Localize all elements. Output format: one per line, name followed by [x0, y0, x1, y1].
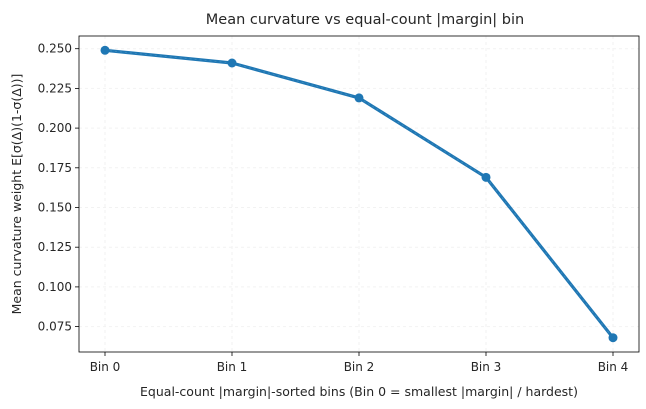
y-axis-label: Mean curvature weight E[σ(Δ)(1-σ(Δ))] — [9, 74, 24, 315]
data-point — [481, 172, 491, 182]
y-tick-label: 0.250 — [38, 42, 72, 56]
y-tick-label: 0.200 — [38, 121, 72, 135]
data-point — [227, 58, 237, 68]
y-axis: 0.075 0.100 0.125 0.150 0.175 0.200 0.225 0.250 — [38, 42, 79, 334]
x-tick-label: Bin 2 — [344, 360, 375, 374]
data-point — [100, 45, 110, 55]
y-tick-label: 0.075 — [38, 320, 72, 334]
data-point — [354, 93, 364, 103]
y-tick-label: 0.150 — [38, 200, 72, 214]
x-axis-label: Equal-count |margin|-sorted bins (Bin 0 … — [140, 384, 578, 399]
series-line-highlight — [104, 49, 614, 338]
y-tick-label: 0.175 — [38, 161, 72, 175]
y-tick-label: 0.125 — [38, 240, 72, 254]
chart-title: Mean curvature vs equal-count |margin| b… — [206, 12, 524, 28]
x-tick-label: Bin 0 — [90, 360, 121, 374]
data-point — [608, 333, 618, 343]
x-tick-label: Bin 3 — [471, 360, 502, 374]
grid — [79, 36, 639, 352]
y-tick-label: 0.100 — [38, 280, 72, 294]
x-tick-label: Bin 1 — [217, 360, 248, 374]
series-group — [100, 45, 618, 343]
x-tick-label: Bin 4 — [598, 360, 629, 374]
y-tick-label: 0.225 — [38, 81, 72, 95]
x-axis: Bin 0 Bin 1 Bin 2 Bin 3 Bin 4 — [90, 352, 629, 374]
